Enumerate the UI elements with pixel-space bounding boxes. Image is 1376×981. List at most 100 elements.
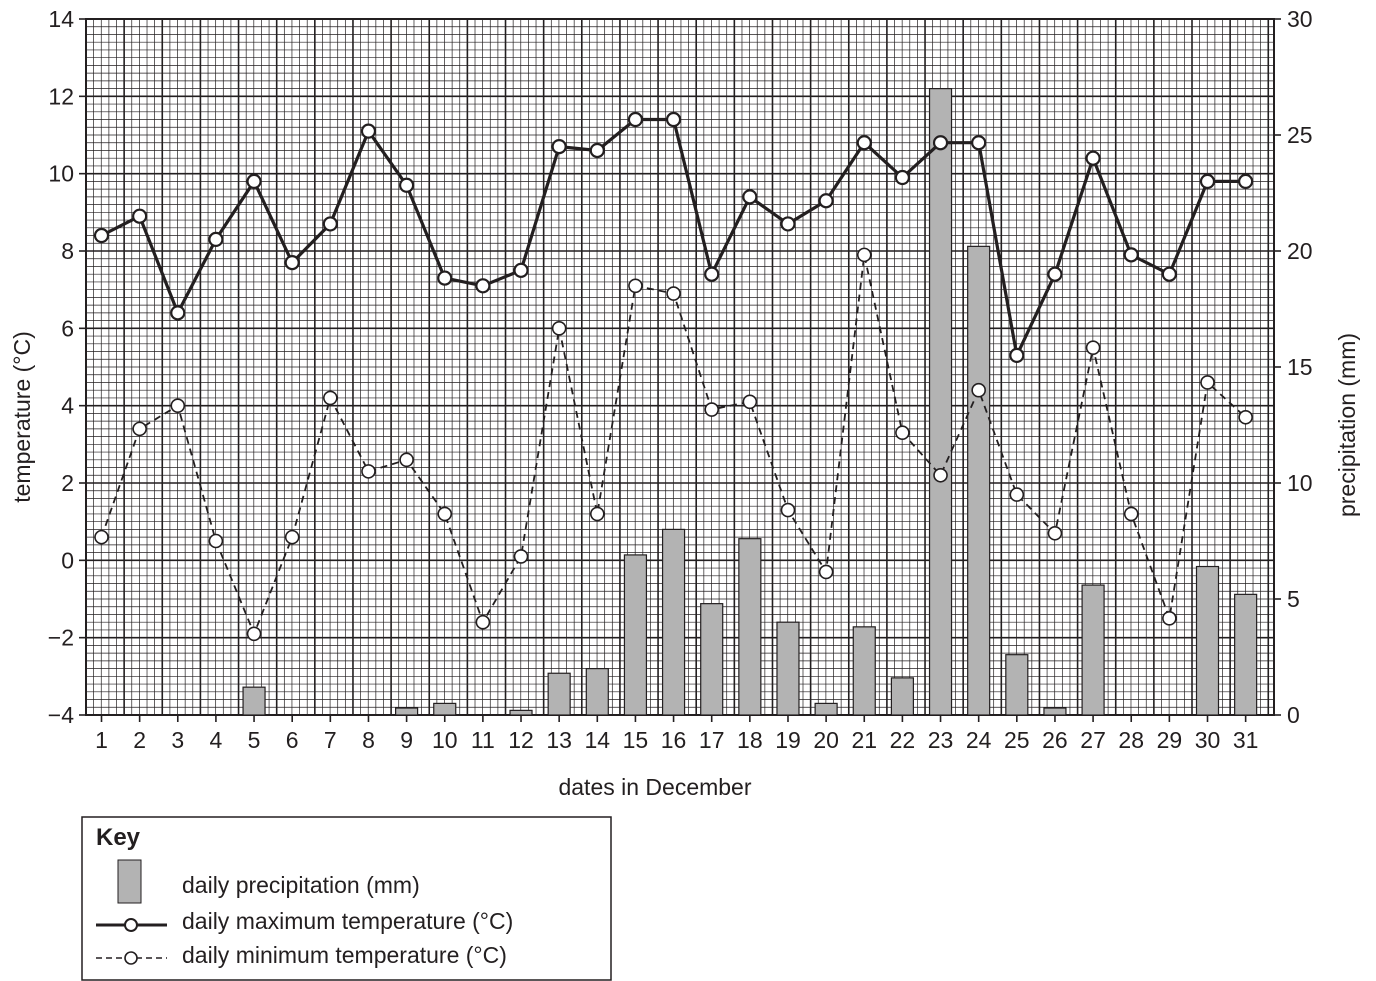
y-axis-left-title: temperature (°C) — [9, 331, 35, 503]
max-temp-point — [132, 208, 148, 224]
x-tick-label: 10 — [432, 727, 458, 753]
min-temp-point — [1009, 487, 1025, 502]
x-tick-label: 15 — [623, 727, 649, 753]
x-tick-label: 16 — [661, 727, 687, 753]
precipitation-bar — [585, 667, 609, 716]
min-temp-point — [399, 452, 414, 468]
legend-item-precipitation: daily precipitation (mm) — [182, 872, 420, 898]
x-tick-label: 28 — [1118, 727, 1144, 753]
x-tick-label: 13 — [546, 727, 572, 753]
max-temp-point — [551, 139, 567, 155]
min-temp-point — [895, 425, 910, 441]
max-temp-point — [665, 111, 682, 128]
y-right-tick-label: 20 — [1287, 238, 1313, 264]
legend-title: Key — [96, 824, 141, 851]
x-tick-label: 4 — [210, 727, 223, 753]
x-tick-label: 18 — [737, 727, 763, 753]
legend-max-marker — [124, 918, 138, 932]
y-left-tick-label: 10 — [48, 161, 74, 187]
max-temp-point — [704, 266, 720, 282]
legend-bar-swatch — [117, 859, 142, 904]
legend-item-max-temp: daily maximum temperature (°C) — [182, 908, 513, 934]
precipitation-bar — [547, 672, 571, 716]
x-tick-label: 24 — [966, 727, 992, 753]
x-tick-label: 19 — [775, 727, 801, 753]
y-left-tick-label: −2 — [48, 625, 74, 651]
x-tick-label: 14 — [584, 727, 610, 753]
max-temp-point — [1085, 150, 1101, 166]
min-temp-point — [1047, 525, 1063, 541]
y-left-tick-label: 12 — [48, 83, 74, 109]
x-tick-label: 22 — [890, 727, 916, 753]
legend-item-min-temp: daily minimum temperature (°C) — [182, 942, 507, 968]
max-temp-point — [1009, 347, 1025, 363]
max-temp-point — [1238, 173, 1254, 189]
precipitation-bar — [852, 626, 876, 716]
temperature-points — [93, 111, 1254, 642]
x-tick-label: 6 — [286, 727, 299, 753]
y-right-tick-label: 5 — [1287, 586, 1300, 612]
min-temp-point — [361, 464, 376, 479]
precipitation-bar — [1195, 565, 1220, 716]
precipitation-bar — [242, 686, 266, 716]
min-temp-point — [1200, 375, 1215, 390]
x-tick-label: 12 — [508, 727, 534, 753]
max-temp-point — [360, 123, 377, 139]
precipitation-bar — [1043, 707, 1067, 716]
max-temp-point — [971, 135, 987, 151]
precipitation-bar — [890, 677, 914, 716]
precipitation-bar — [433, 702, 457, 716]
max-temp-point — [932, 135, 949, 151]
x-tick-label: 23 — [928, 727, 954, 753]
y-axis-right-title: precipitation (mm) — [1334, 333, 1360, 517]
max-temp-point — [780, 216, 796, 232]
max-temp-point — [93, 227, 110, 244]
precipitation-bar — [395, 707, 419, 716]
y-left-tick-label: 0 — [61, 547, 74, 573]
y-right-tick-label: 30 — [1287, 6, 1313, 32]
max-temp-point — [475, 278, 491, 294]
precipitation-bar — [700, 603, 724, 716]
min-temp-point — [513, 549, 529, 564]
max-temp-point — [513, 262, 529, 278]
min-temp-point — [1085, 340, 1101, 355]
max-temp-point — [742, 189, 758, 205]
precipitation-bar — [967, 245, 991, 716]
max-temp-point — [627, 111, 644, 128]
max-temp-point — [1123, 247, 1139, 263]
precipitation-bars — [242, 87, 1258, 716]
max-temp-point — [1047, 266, 1063, 282]
y-left-tick-label: 6 — [61, 315, 74, 341]
x-axis-title: dates in December — [558, 774, 751, 800]
max-temp-point — [818, 193, 834, 209]
min-temp-point — [170, 398, 186, 413]
x-tick-label: 27 — [1080, 727, 1106, 753]
min-temp-point — [94, 529, 109, 545]
precipitation-bar — [661, 528, 686, 716]
y-left-tick-label: 2 — [61, 470, 74, 496]
min-temp-point — [971, 382, 986, 398]
x-tick-label: 17 — [699, 727, 725, 753]
y-right-tick-label: 10 — [1287, 470, 1313, 496]
y-right-tick-label: 15 — [1287, 354, 1313, 380]
precipitation-bar — [1081, 584, 1105, 716]
min-temp-point — [551, 321, 567, 336]
max-temp-point — [399, 177, 415, 193]
precipitation-bar — [814, 702, 838, 716]
precipitation-bar — [623, 554, 648, 716]
legend-box — [81, 816, 612, 981]
min-temp-point — [323, 390, 338, 406]
y-left-tick-label: −4 — [48, 702, 74, 728]
x-tick-label: 21 — [851, 727, 877, 753]
min-temp-point — [1123, 506, 1139, 522]
x-tick-label: 3 — [171, 727, 184, 753]
max-temp-point — [208, 231, 224, 247]
x-tick-label: 25 — [1004, 727, 1030, 753]
x-tick-label: 29 — [1157, 727, 1183, 753]
legend: Key daily precipitation (mm) daily maxim… — [81, 816, 612, 981]
precipitation-bar — [776, 621, 800, 716]
min-temp-point — [132, 421, 147, 437]
min-temp-point — [1238, 409, 1253, 425]
precipitation-bar — [1005, 654, 1029, 716]
